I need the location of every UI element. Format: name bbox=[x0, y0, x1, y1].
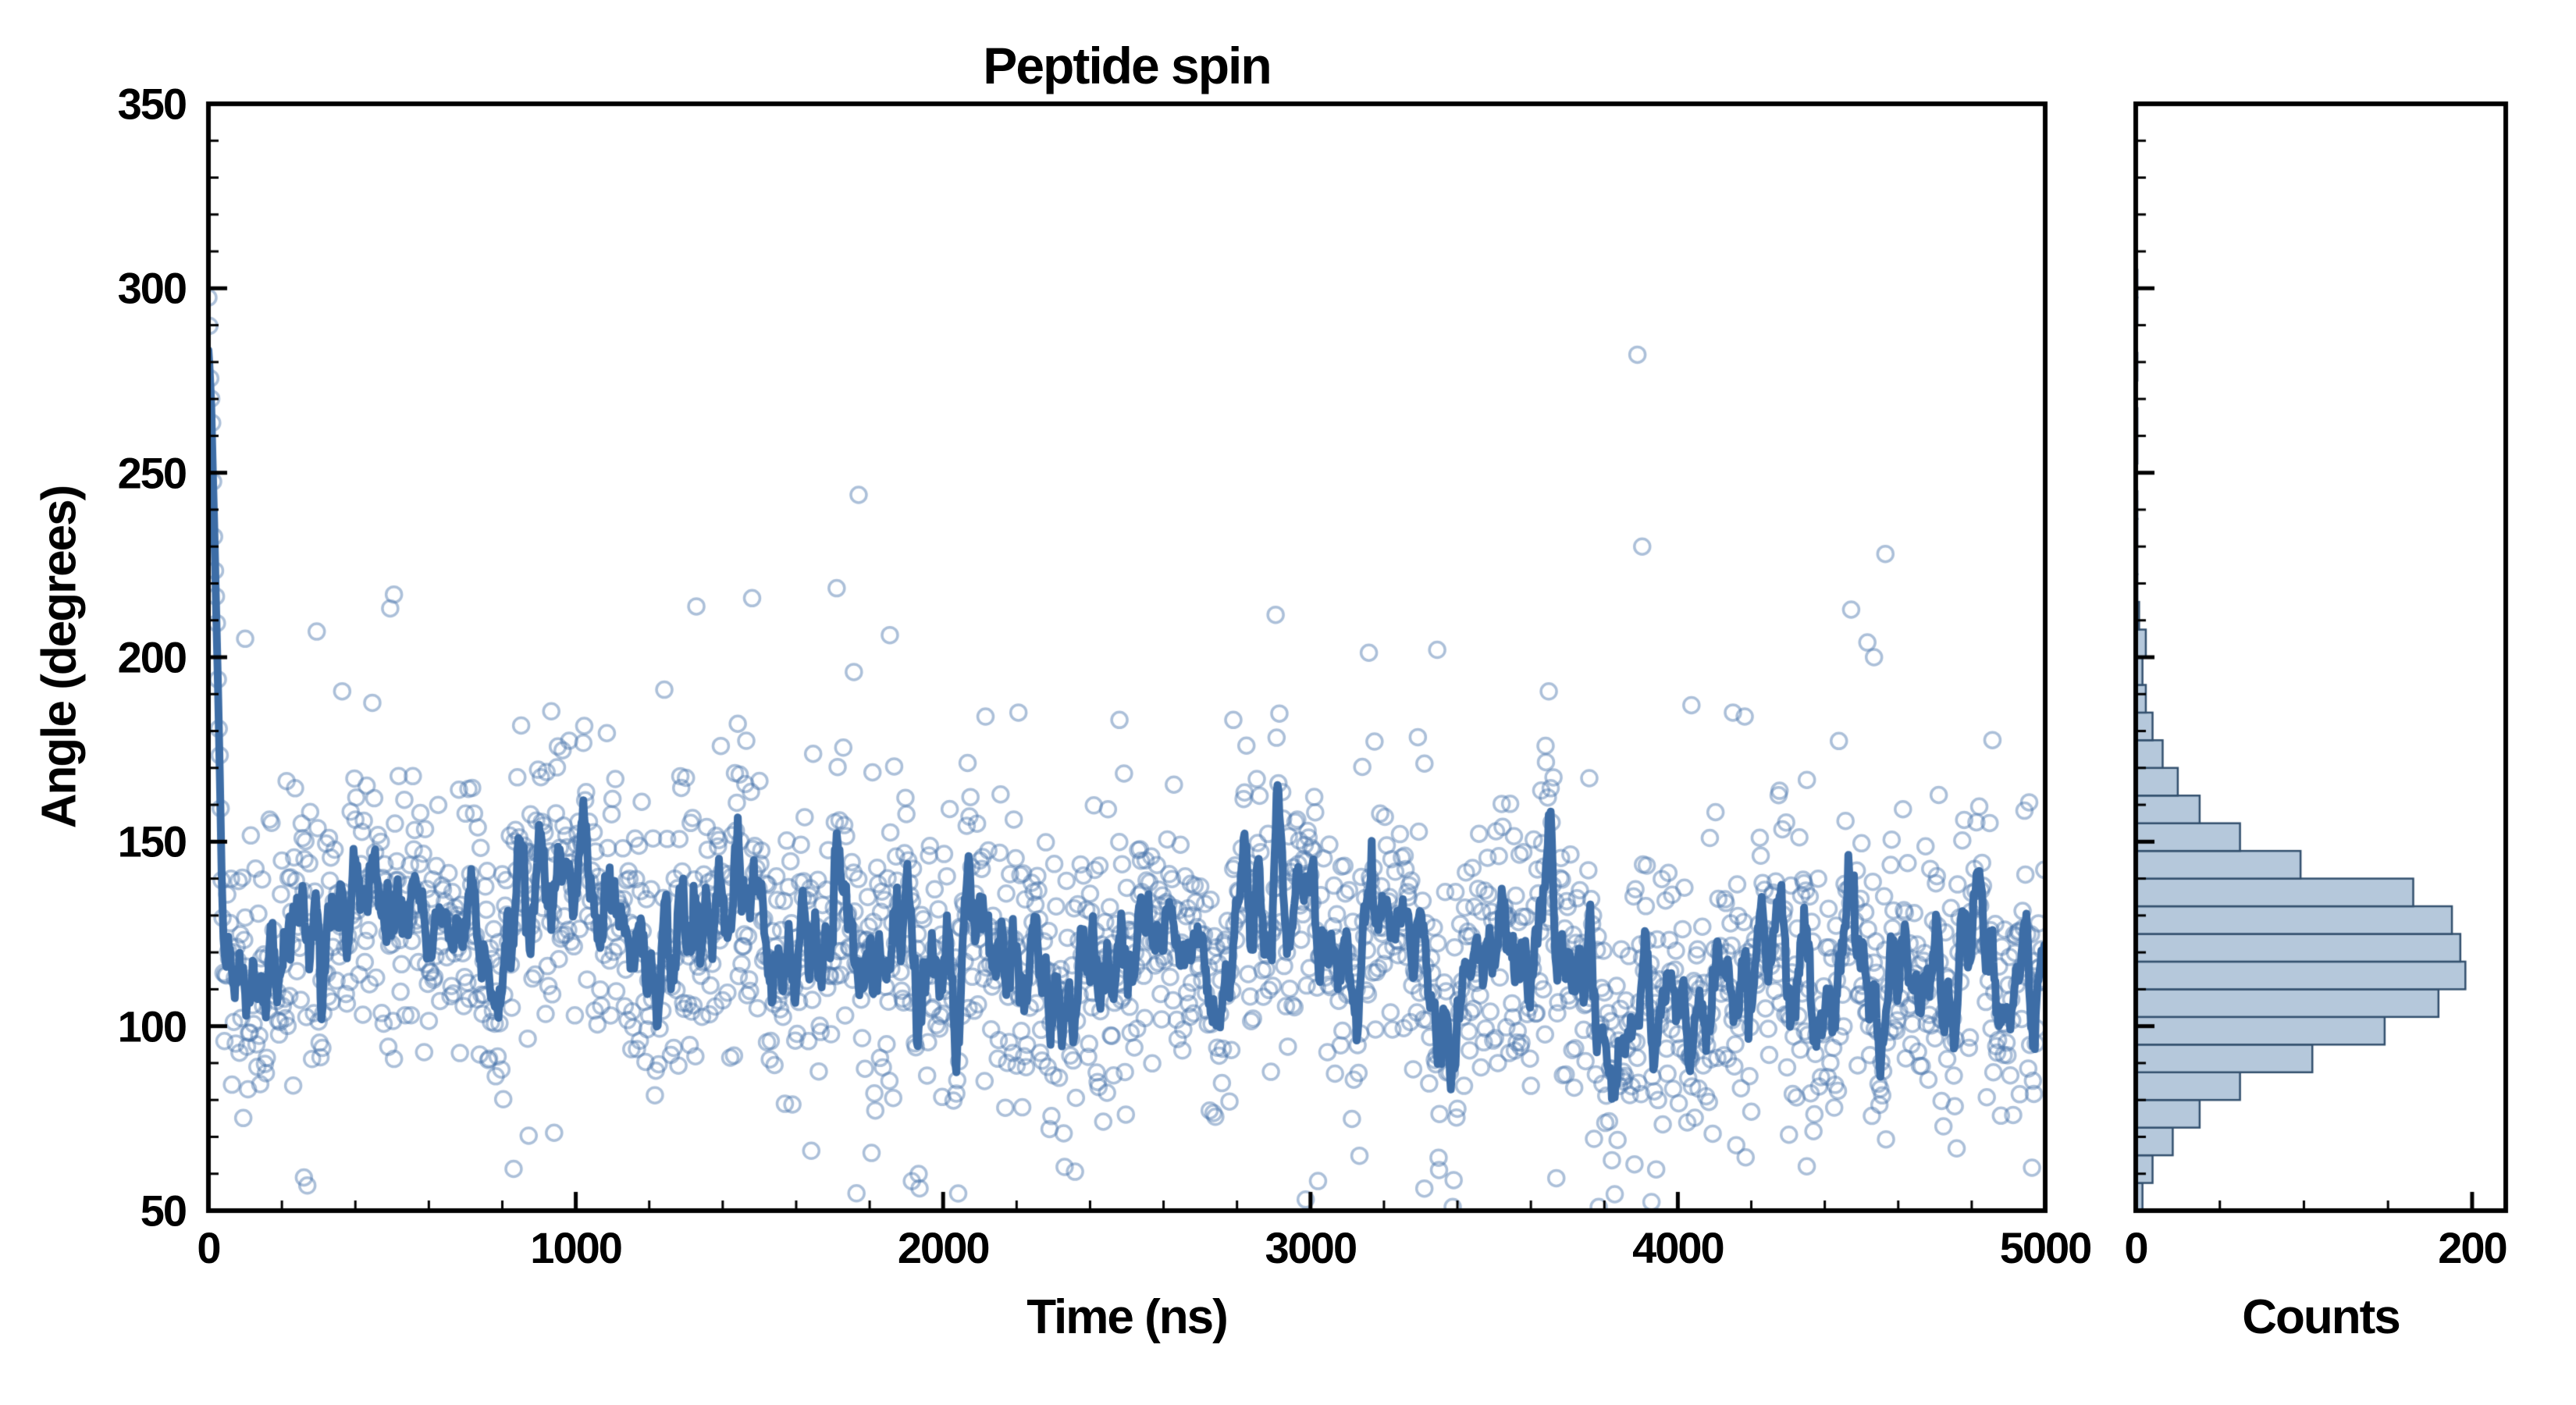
y-tick-label: 350 bbox=[117, 79, 187, 129]
x-tick-label: 4000 bbox=[1632, 1223, 1725, 1272]
x-tick-label: 5000 bbox=[1999, 1223, 2093, 1272]
x-tick-label: 0 bbox=[197, 1223, 221, 1272]
x-tick-label: 1000 bbox=[530, 1223, 623, 1272]
y-tick-label: 150 bbox=[117, 816, 187, 866]
chart-title: Peptide spin bbox=[983, 37, 1272, 94]
y-tick-label: 300 bbox=[117, 263, 187, 313]
y-tick-label: 100 bbox=[117, 1001, 187, 1051]
y-tick-label: 250 bbox=[117, 448, 187, 498]
x-tick-label: 2000 bbox=[897, 1223, 991, 1272]
x-axis-label: Time (ns) bbox=[1026, 1290, 1228, 1344]
hist-x-axis-label: Counts bbox=[2242, 1290, 2401, 1344]
y-tick-label: 200 bbox=[117, 632, 187, 682]
y-axis-label: Angle (degrees) bbox=[32, 486, 87, 829]
x-tick-label: 3000 bbox=[1265, 1223, 1358, 1272]
y-tick-label: 50 bbox=[140, 1186, 187, 1236]
hist-x-tick-label: 0 bbox=[2124, 1223, 2148, 1272]
hist-x-tick-label: 200 bbox=[2438, 1223, 2507, 1272]
